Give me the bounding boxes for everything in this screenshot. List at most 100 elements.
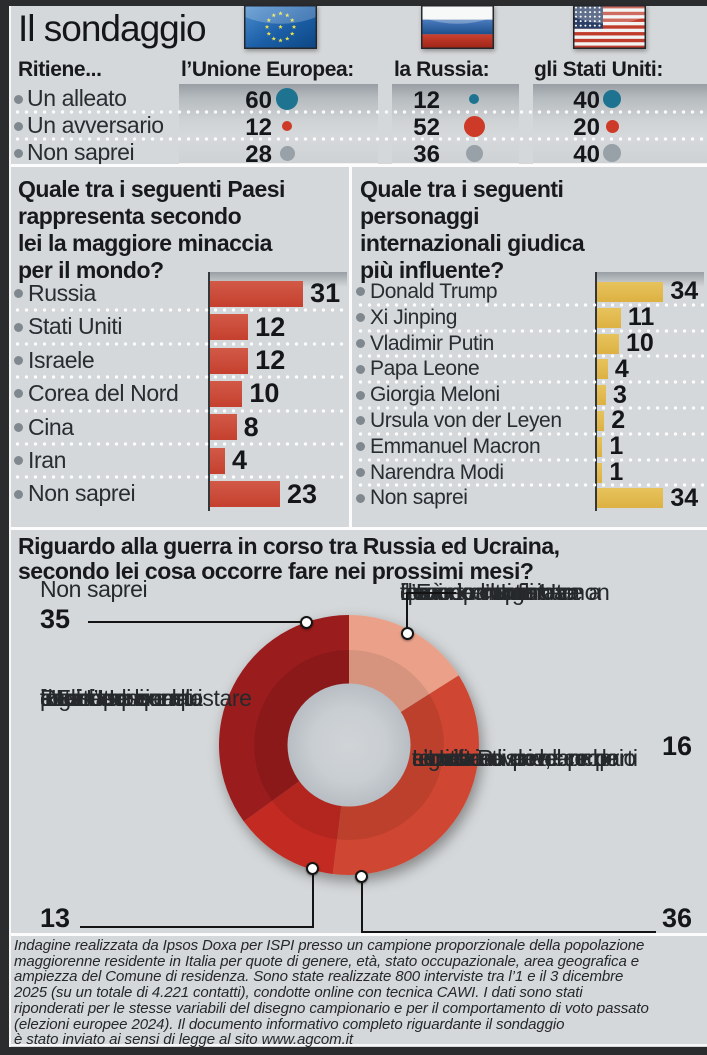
slice-label: Non saprei bbox=[40, 576, 148, 602]
value-dot bbox=[282, 121, 292, 131]
bar-value: 11 bbox=[627, 303, 655, 332]
bottom-border bbox=[0, 1047, 707, 1055]
footer-line: 2025 (su un totale di 4.221 contatti), c… bbox=[14, 984, 583, 1002]
donut-chart bbox=[219, 615, 479, 875]
bar-value: 10 bbox=[249, 378, 280, 409]
footer-line: (elezioni europee 2024). Il documento in… bbox=[14, 1015, 565, 1033]
dotted-separator bbox=[13, 308, 346, 313]
stance-row-label: Un alleato bbox=[27, 85, 127, 111]
row-bullet-icon bbox=[14, 289, 23, 299]
bar-label: Corea del Nord bbox=[28, 380, 179, 407]
label-line: L’Europa bbox=[40, 685, 128, 711]
bar-label: Emmanuel Macron bbox=[370, 434, 541, 458]
bar-value: 34 bbox=[670, 277, 699, 306]
row-bullet-icon bbox=[14, 389, 23, 399]
row-bullet-icon bbox=[356, 287, 365, 297]
bar-value: 3 bbox=[613, 380, 627, 409]
section-divider bbox=[11, 164, 707, 167]
callout-line bbox=[361, 931, 656, 933]
footer-line: riponderati per le stesse variabili del … bbox=[14, 999, 649, 1017]
dotted-separator bbox=[356, 457, 704, 462]
label-line: con la Russia, anche bbox=[412, 745, 618, 771]
slice-value: 36 bbox=[661, 903, 692, 933]
label-line: fornitura di armi bbox=[40, 685, 193, 711]
bar-value: 4 bbox=[232, 445, 248, 476]
row-bullet-icon bbox=[356, 313, 365, 323]
bar-value: 31 bbox=[310, 278, 341, 309]
axis-line bbox=[207, 272, 210, 511]
eu-stars bbox=[264, 11, 297, 43]
dotted-separator bbox=[356, 380, 704, 385]
row-bullet-icon bbox=[14, 149, 23, 158]
footer-note: Indagine realizzata da Ipsos Doxa per IS… bbox=[14, 938, 704, 1048]
bar-label: Non saprei bbox=[370, 486, 468, 510]
donut-slice bbox=[349, 615, 459, 713]
dotted-separator bbox=[13, 442, 346, 446]
row-bullet-icon bbox=[356, 468, 365, 477]
bar-label: Non saprei bbox=[28, 480, 136, 507]
dotted-separator bbox=[356, 302, 704, 307]
slice-value: 13 bbox=[40, 903, 71, 933]
bar-label: Narendra Modi bbox=[370, 460, 504, 484]
column-header-eu: l’Unione Europea: bbox=[181, 58, 354, 81]
column-header-russia: la Russia: bbox=[394, 58, 490, 81]
footer-line: ampiezza del Comune di residenza. Sono s… bbox=[14, 968, 624, 986]
title-line: Riguardo alla guerra in corso tra Russia… bbox=[18, 533, 560, 559]
row-bullet-icon bbox=[14, 122, 23, 131]
title-line: lei la maggiore minaccia bbox=[18, 230, 272, 256]
russia-flag-icon bbox=[421, 5, 494, 49]
dotted-separator bbox=[13, 341, 346, 346]
page-title: Il sondaggio bbox=[18, 8, 207, 49]
value-dot bbox=[469, 94, 479, 104]
label-line: e gli Usa bbox=[40, 685, 126, 711]
threat-chart-title: Quale tra i seguenti Paesi rappresenta se… bbox=[18, 176, 285, 284]
eu-flag-icon bbox=[244, 5, 317, 49]
label-line: devono bbox=[40, 685, 114, 711]
row-bullet-icon bbox=[14, 456, 23, 466]
inner-shade-ring bbox=[254, 650, 444, 840]
footer-line: maggiorenne residente in Italia per quot… bbox=[14, 952, 639, 970]
usa-flag-icon bbox=[573, 5, 646, 49]
row-bullet-icon bbox=[14, 489, 23, 499]
title-line: personaggi bbox=[360, 203, 479, 229]
callout-dot bbox=[401, 627, 414, 640]
donut-slice bbox=[332, 675, 479, 875]
slice-value: 35 bbox=[40, 604, 71, 634]
stance-value: 20 bbox=[573, 114, 600, 141]
label-line: territorio bbox=[412, 745, 493, 771]
bar-value: 1 bbox=[609, 432, 624, 461]
bar-label: Xi Jinping bbox=[370, 305, 458, 329]
callout-dot bbox=[306, 862, 319, 875]
label-line: tutta l’Ucraina bbox=[40, 685, 175, 711]
section-divider bbox=[11, 527, 707, 530]
stance-value: 12 bbox=[413, 87, 440, 114]
row-bullet-icon bbox=[356, 390, 365, 400]
left-border bbox=[0, 0, 9, 1055]
title-line: rappresenta secondo bbox=[18, 203, 242, 229]
stance-value: 36 bbox=[413, 141, 440, 168]
bar bbox=[210, 347, 249, 374]
bar bbox=[210, 481, 280, 508]
dotted-separator bbox=[13, 137, 705, 141]
value-dot bbox=[603, 144, 621, 162]
bar-label: Russia bbox=[28, 280, 96, 306]
label-line: L’Ucraina deve bbox=[412, 745, 559, 771]
left-hairline bbox=[9, 6, 11, 1047]
callout-dot bbox=[355, 870, 368, 883]
axis-line bbox=[594, 272, 597, 512]
label-line: accettare un accordo bbox=[412, 745, 619, 771]
bar-value: 1 bbox=[609, 458, 624, 486]
stance-question: Ritiene... bbox=[18, 58, 102, 81]
section-divider bbox=[11, 933, 707, 936]
stance-row-label: Non saprei bbox=[27, 139, 135, 165]
column-divider bbox=[349, 167, 352, 527]
bar-label: Cina bbox=[28, 413, 74, 440]
title-line: Quale tra i seguenti Paesi bbox=[18, 176, 285, 202]
bar bbox=[597, 410, 605, 431]
bar-label: Papa Leone bbox=[370, 357, 480, 381]
label-line: a costo di perdere parti bbox=[412, 745, 638, 771]
top-border bbox=[0, 0, 707, 6]
bar-label: Stati Uniti bbox=[28, 313, 123, 340]
usa-stripes bbox=[573, 5, 646, 49]
callout-line bbox=[312, 874, 314, 928]
